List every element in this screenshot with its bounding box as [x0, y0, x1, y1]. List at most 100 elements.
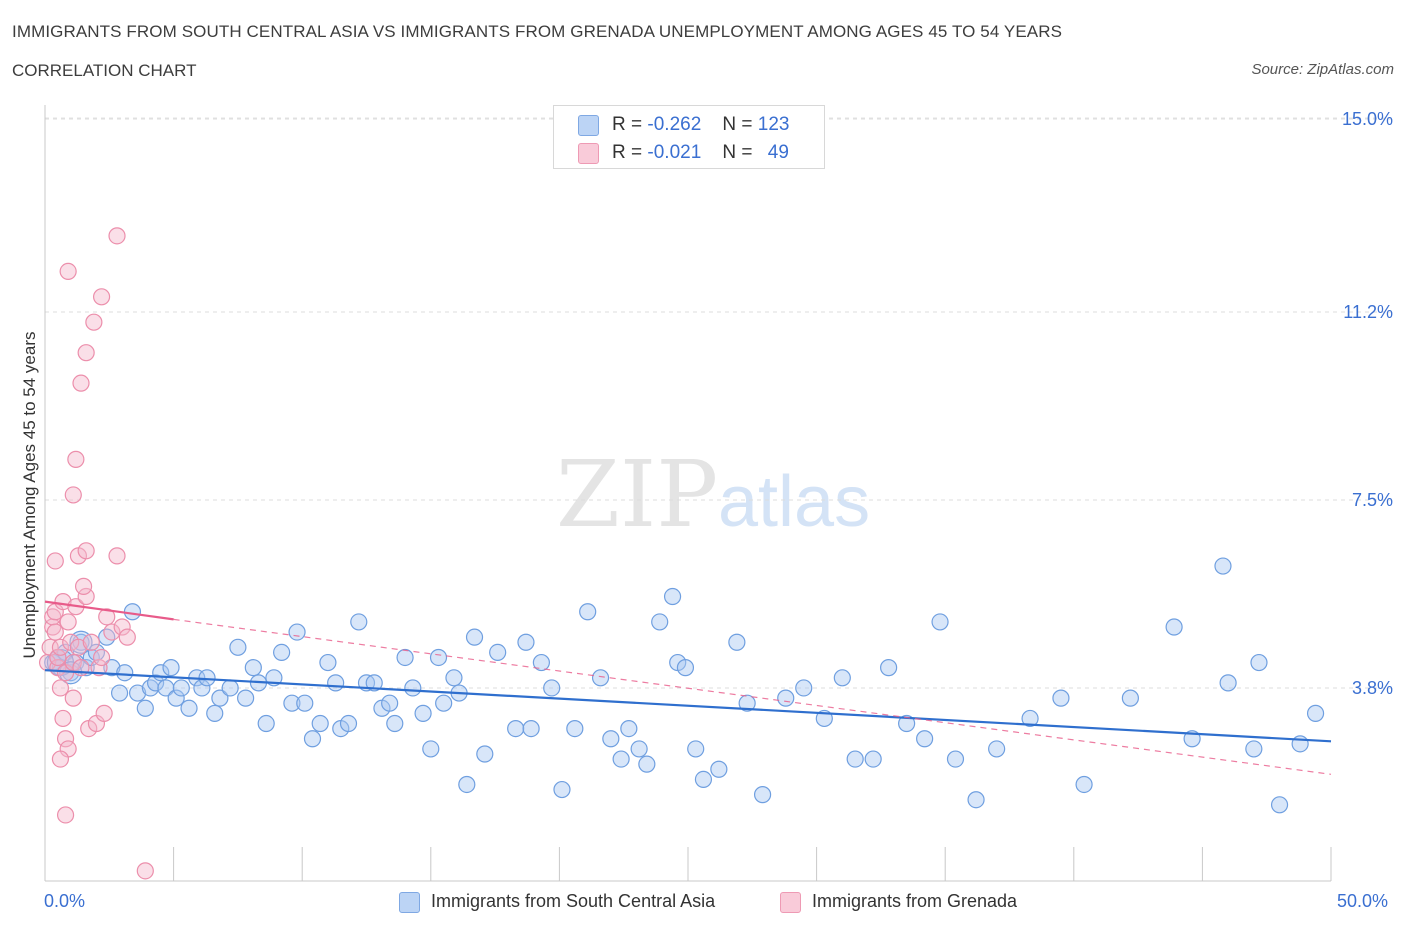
- point-grenada: [108, 227, 126, 245]
- point-south-central-asia: [620, 719, 638, 738]
- point-grenada: [46, 623, 64, 641]
- point-south-central-asia: [116, 664, 134, 682]
- point-south-central-asia: [676, 659, 695, 677]
- legend-n-label: N =: [722, 114, 753, 135]
- point-grenada: [95, 704, 113, 722]
- point-grenada: [77, 587, 95, 606]
- point-south-central-asia: [1165, 618, 1183, 636]
- trend-line-grenada: [44, 600, 174, 621]
- legend-r-value-2: -0.021: [647, 142, 702, 163]
- y-tick-label: 7.5%: [1352, 490, 1393, 510]
- point-south-central-asia: [738, 694, 756, 712]
- point-south-central-asia: [931, 613, 949, 631]
- point-south-central-asia: [517, 633, 535, 651]
- point-south-central-asia: [630, 740, 648, 758]
- point-south-central-asia: [694, 770, 713, 789]
- point-south-central-asia: [833, 669, 851, 687]
- point-south-central-asia: [916, 730, 934, 748]
- point-south-central-asia: [846, 750, 864, 768]
- point-grenada: [77, 344, 95, 362]
- point-south-central-asia: [386, 714, 404, 733]
- point-south-central-asia: [465, 628, 484, 646]
- point-grenada: [67, 450, 85, 468]
- chart-title: IMMIGRANTS FROM SOUTH CENTRAL ASIA VS IM…: [12, 22, 1063, 41]
- point-south-central-asia: [381, 694, 399, 712]
- point-grenada: [59, 613, 77, 631]
- point-grenada: [118, 628, 136, 646]
- point-south-central-asia: [162, 659, 180, 677]
- point-grenada: [90, 659, 108, 677]
- point-grenada: [56, 806, 75, 824]
- point-grenada: [64, 486, 82, 504]
- point-south-central-asia: [288, 623, 306, 641]
- point-grenada: [56, 730, 75, 748]
- point-south-central-asia: [339, 714, 358, 733]
- point-south-central-asia: [651, 613, 669, 631]
- point-south-central-asia: [880, 659, 898, 677]
- point-south-central-asia: [311, 714, 329, 733]
- point-south-central-asia: [414, 704, 432, 722]
- trend-line-grenada-extended: [173, 618, 1332, 775]
- point-grenada: [51, 679, 70, 697]
- point-south-central-asia: [795, 679, 813, 697]
- point-south-central-asia: [136, 699, 154, 717]
- legend-swatch-pink: [578, 143, 599, 164]
- point-grenada: [136, 862, 154, 880]
- point-south-central-asia: [864, 750, 882, 768]
- point-south-central-asia: [365, 674, 383, 692]
- point-grenada: [69, 638, 88, 656]
- point-south-central-asia: [404, 679, 422, 697]
- point-south-central-asia: [988, 740, 1006, 758]
- point-south-central-asia: [296, 694, 314, 712]
- point-south-central-asia: [553, 780, 571, 799]
- point-south-central-asia: [327, 674, 345, 692]
- legend-r-value-1: -0.262: [647, 114, 702, 135]
- point-grenada: [82, 633, 100, 651]
- point-south-central-asia: [1052, 689, 1070, 707]
- point-south-central-asia: [1245, 740, 1263, 758]
- point-grenada: [46, 552, 64, 570]
- point-south-central-asia: [728, 633, 746, 651]
- chart-source: Source: ZipAtlas.com: [1251, 61, 1394, 78]
- point-grenada: [92, 288, 111, 306]
- point-south-central-asia: [579, 603, 597, 621]
- point-south-central-asia: [303, 730, 322, 748]
- y-tick-label: 15.0%: [1342, 109, 1393, 129]
- point-south-central-asia: [1121, 689, 1139, 707]
- trend-line-south-central-asia: [44, 669, 1332, 743]
- point-south-central-asia: [103, 659, 121, 677]
- point-south-central-asia: [602, 730, 620, 748]
- point-grenada: [72, 374, 90, 392]
- point-south-central-asia: [710, 760, 728, 778]
- point-grenada: [103, 623, 121, 641]
- point-south-central-asia: [458, 775, 476, 794]
- watermark-zip: ZIP: [556, 441, 718, 548]
- point-south-central-asia: [1021, 709, 1039, 728]
- bottom-legend-label-1: Immigrants from South Central Asia: [431, 891, 716, 911]
- point-south-central-asia: [350, 613, 368, 631]
- legend-n-label: N =: [722, 142, 753, 163]
- legend-n-value-2: 49: [767, 142, 789, 163]
- point-south-central-asia: [123, 603, 142, 621]
- point-south-central-asia: [1219, 674, 1237, 692]
- point-south-central-asia: [98, 628, 116, 646]
- point-grenada: [92, 648, 111, 667]
- point-south-central-asia: [663, 587, 682, 606]
- point-south-central-asia: [946, 750, 965, 768]
- point-south-central-asia: [167, 689, 185, 707]
- watermark-atlas: atlas: [718, 462, 870, 542]
- point-south-central-asia: [146, 674, 165, 692]
- point-south-central-asia: [612, 750, 630, 768]
- point-south-central-asia: [229, 638, 247, 656]
- point-grenada: [74, 577, 93, 595]
- point-south-central-asia: [566, 719, 584, 738]
- point-south-central-asia: [522, 719, 540, 738]
- legend-r-label: R =: [612, 114, 643, 135]
- point-south-central-asia: [237, 689, 255, 707]
- point-south-central-asia: [777, 689, 795, 707]
- point-south-central-asia: [206, 704, 224, 722]
- point-south-central-asia: [532, 653, 550, 672]
- chart-subtitle: CORRELATION CHART: [12, 61, 197, 80]
- point-south-central-asia: [319, 653, 337, 672]
- x-tick-max: 50.0%: [1337, 891, 1389, 911]
